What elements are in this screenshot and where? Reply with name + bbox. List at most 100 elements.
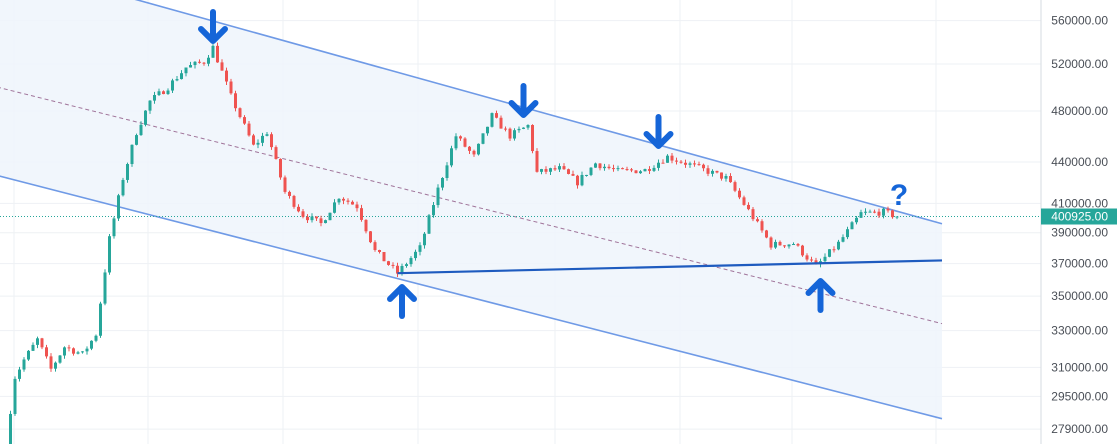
candle-up [787, 244, 791, 249]
candle-body [535, 151, 539, 172]
candle-body [211, 45, 215, 58]
candle-up [517, 126, 521, 133]
candle-down [576, 174, 579, 189]
candle-body [675, 160, 678, 162]
candle-body [297, 206, 300, 212]
candle-body [67, 347, 71, 349]
candle-body [333, 202, 336, 213]
candle-body [814, 260, 818, 265]
candle-up [895, 216, 899, 220]
candle-down [553, 165, 557, 171]
candle-body [522, 127, 525, 129]
candle-body [207, 57, 210, 64]
candle-body [139, 124, 143, 136]
candle-body [324, 220, 327, 224]
support-trendline[interactable] [397, 259, 943, 275]
candle-body [499, 117, 503, 129]
candle-up [171, 78, 174, 93]
candle-down [243, 115, 246, 125]
candle-up [774, 239, 777, 249]
candle-up [837, 239, 840, 251]
candle-body [661, 162, 665, 164]
candle-body [144, 110, 147, 125]
candle-body [715, 170, 719, 173]
candle-body [13, 378, 17, 414]
candle-body [787, 244, 791, 247]
candle-up [414, 249, 417, 261]
candle-up [333, 199, 336, 214]
candle-up [337, 198, 341, 205]
candle-down [670, 153, 674, 164]
candle-up [157, 88, 161, 96]
candle-up [103, 269, 107, 306]
candle-body [693, 163, 696, 165]
candle-down [747, 202, 750, 211]
annotations: ? [198, 9, 943, 319]
channel-upper-line[interactable] [0, 0, 943, 225]
candle-up [724, 173, 728, 182]
arrow-head [387, 284, 417, 302]
candle-body [666, 155, 669, 163]
candle-body [306, 216, 309, 221]
candle-up [432, 201, 435, 218]
candle-body [400, 266, 404, 274]
candle-body [468, 146, 471, 151]
candle-body [198, 61, 201, 63]
candle-up [189, 61, 192, 68]
candle-body [621, 168, 624, 170]
candle-up [175, 75, 179, 82]
candle-up [112, 216, 116, 239]
candle-down [796, 243, 800, 247]
candle-up [711, 169, 714, 177]
candle-body [94, 335, 98, 341]
arrow-up-icon [805, 278, 836, 313]
candle-up [855, 215, 858, 225]
candle-body [508, 128, 512, 139]
candle-up [148, 100, 152, 114]
candle-up [18, 366, 21, 382]
candle-body [459, 136, 462, 139]
candle-up [180, 70, 183, 80]
candle-body [801, 245, 804, 256]
candle-body [832, 249, 836, 251]
candle-body [234, 93, 237, 109]
candle-body [517, 128, 521, 131]
candle-body [166, 90, 170, 95]
candle-body [553, 168, 557, 170]
candle-up [130, 144, 134, 167]
candle-body [783, 245, 786, 247]
candle-up [207, 55, 210, 67]
candle-up [643, 168, 647, 172]
candle-body [72, 348, 75, 354]
candle-body [252, 135, 255, 145]
candle-up [99, 301, 102, 338]
candle-down [760, 219, 764, 233]
candle-up [585, 174, 588, 177]
candle-down [378, 249, 381, 254]
candle-body [630, 169, 633, 171]
candle-body [18, 369, 21, 379]
candle-down [634, 170, 638, 174]
candle-body [36, 338, 39, 345]
candle-body [571, 173, 575, 176]
arrow-down-icon [508, 83, 539, 118]
channel-midline[interactable] [0, 87, 943, 325]
candle-body [567, 169, 570, 174]
candle-body [189, 65, 192, 68]
candle-up [450, 145, 453, 168]
candle-down [463, 137, 467, 148]
candle-body [688, 163, 692, 165]
candle-body [396, 265, 399, 274]
candle-body [733, 182, 737, 191]
candle-up [859, 209, 863, 218]
candle-body [292, 195, 296, 207]
candle-body [576, 175, 579, 186]
channel-lower-line[interactable] [0, 175, 943, 420]
candle-body [702, 164, 705, 169]
candle-body [823, 256, 827, 262]
candle-down [270, 132, 273, 150]
price-tick-label: 350000.00 [1051, 289, 1108, 303]
candle-body [409, 258, 413, 265]
price-axis[interactable]: 560000.00 520000.00 480000.00 440000.00 4100… [1041, 14, 1117, 437]
